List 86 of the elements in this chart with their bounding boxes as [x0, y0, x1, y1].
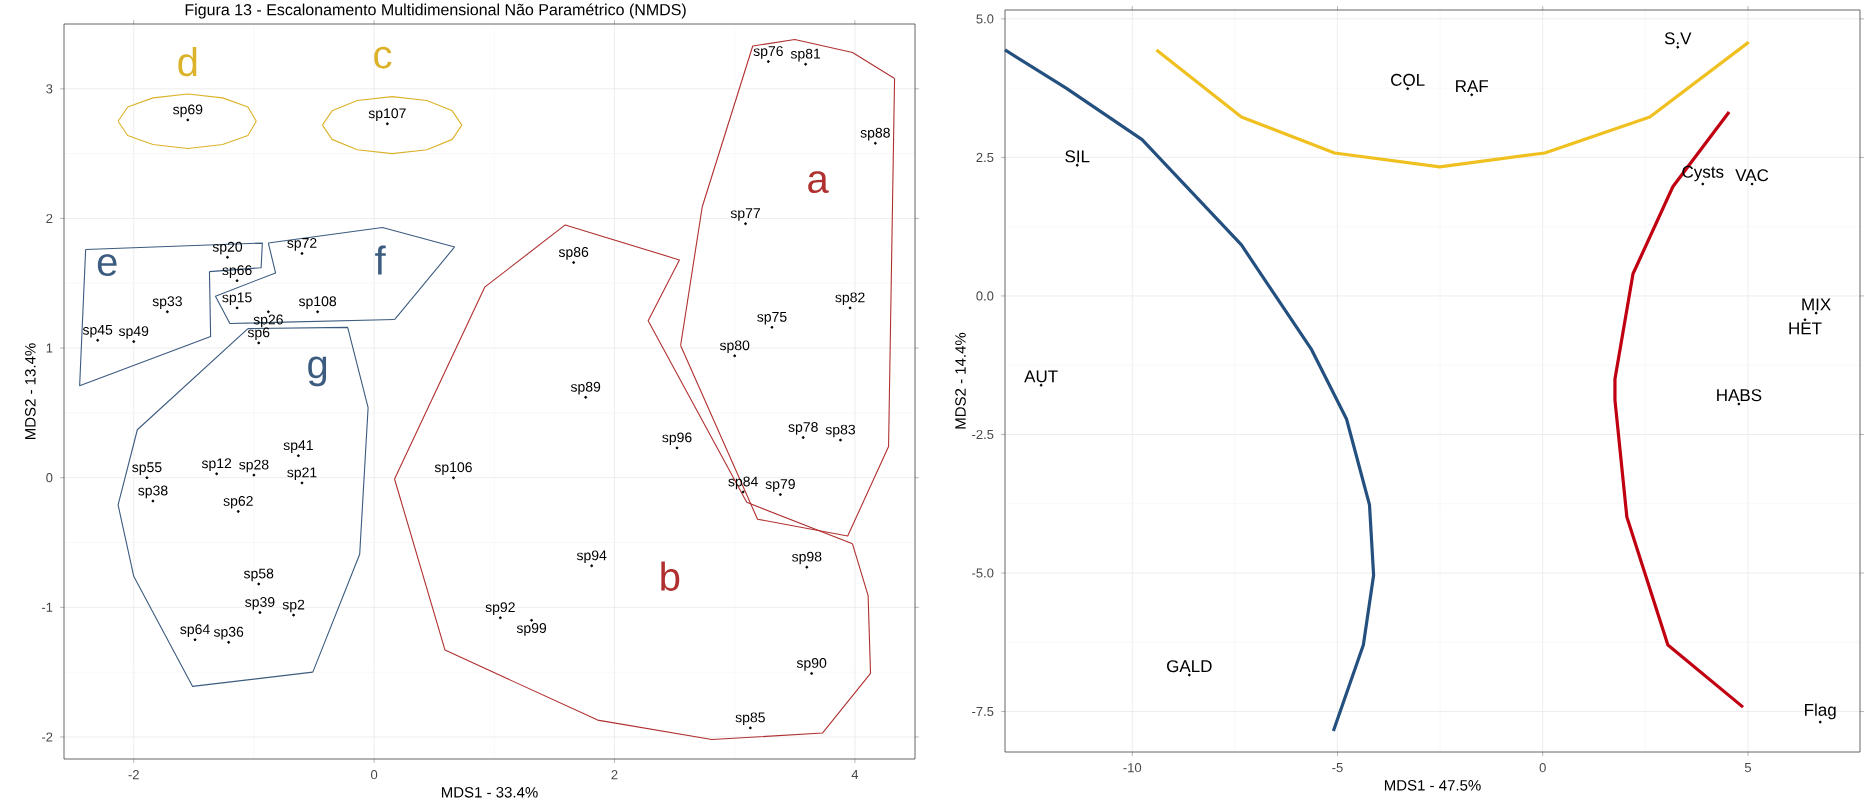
y-tick-label: 3 — [46, 84, 53, 94]
data-label: sp107 — [368, 108, 406, 122]
data-label: sp78 — [788, 422, 818, 435]
data-label: sp49 — [118, 326, 149, 339]
data-label: sp33 — [152, 296, 182, 309]
data-label: sp90 — [796, 657, 827, 671]
data-label: GALD — [1167, 660, 1212, 673]
y-tick-label: 5.0 — [976, 14, 994, 24]
data-label: sp88 — [860, 127, 890, 141]
data-label: sp64 — [180, 624, 210, 637]
series-label: g — [308, 356, 327, 387]
y-tick-label: 0.0 — [976, 291, 994, 301]
data-label: sp41 — [283, 440, 313, 453]
y-tick-label: 1 — [46, 343, 53, 353]
data-label: sp21 — [287, 467, 317, 481]
x-axis-title: MDS1 - 47.5% — [1384, 780, 1481, 791]
data-label: sp15 — [222, 292, 252, 306]
y-tick-label: 2 — [46, 213, 53, 223]
data-label: sp38 — [138, 485, 168, 499]
chart-title: Figura 13 - Escalonamento Multidimensional Não Paramétrico (NMDS) — [185, 3, 686, 19]
data-label: sp83 — [825, 424, 856, 438]
data-label: sp108 — [298, 296, 337, 309]
data-label: sp45 — [82, 324, 113, 338]
data-label: sp36 — [213, 626, 244, 640]
data-label: sp86 — [558, 247, 589, 260]
data-label: sp85 — [735, 712, 765, 726]
data-label: sp55 — [132, 462, 162, 475]
y-tick-label: -2.5 — [972, 429, 994, 440]
data-label: Flag — [1805, 703, 1836, 720]
x-tick-label: 5 — [1744, 763, 1752, 773]
y-tick-label: -7.5 — [972, 707, 994, 717]
data-label: sp76 — [753, 46, 783, 59]
data-label: COL — [1391, 73, 1425, 86]
x-tick-label: -5 — [1332, 763, 1343, 773]
x-tick-label: 4 — [851, 770, 859, 780]
series-label: c — [374, 46, 392, 69]
data-label: Cysts — [1682, 165, 1724, 182]
y-tick-label: -5.0 — [972, 568, 994, 578]
x-axis-title: MDS1 - 33.4% — [441, 787, 538, 798]
data-label: sp80 — [719, 340, 750, 354]
y-tick-label: -1 — [41, 602, 53, 612]
x-tick-label: 0 — [1539, 763, 1546, 773]
data-label: sp6 — [247, 327, 270, 341]
data-label: S.V — [1664, 32, 1692, 45]
data-label: sp12 — [201, 458, 232, 472]
data-label: sp75 — [757, 312, 787, 325]
data-label: SIL — [1065, 150, 1090, 163]
data-label: sp94 — [576, 550, 607, 564]
data-label: sp62 — [223, 495, 253, 509]
data-label: sp20 — [212, 241, 243, 255]
text: a — [808, 171, 829, 194]
series-label: e — [97, 254, 117, 277]
data-label: AUT — [1024, 370, 1058, 383]
data-label: sp79 — [765, 479, 795, 492]
data-label: sp106 — [434, 462, 472, 475]
data-label: sp58 — [243, 568, 274, 582]
y-tick-label: 2.5 — [976, 152, 994, 163]
data-label: sp92 — [485, 602, 515, 615]
series-label: d — [178, 46, 197, 77]
data-label: sp89 — [570, 381, 601, 395]
data-label: sp72 — [287, 237, 317, 251]
data-label: sp96 — [662, 432, 692, 446]
data-label: sp81 — [790, 48, 821, 62]
data-label: sp98 — [792, 551, 822, 565]
y-axis-title: MDS2 - 13.4% — [25, 343, 36, 440]
y-axis-title: MDS2 - 14.4% — [955, 332, 966, 429]
x-tick-label: -2 — [128, 770, 139, 780]
data-label: sp39 — [245, 597, 275, 610]
data-label: sp2 — [282, 599, 305, 613]
x-tick-label: 2 — [611, 770, 618, 780]
y-tick-label: 0 — [46, 473, 53, 483]
data-label: MIX — [1802, 298, 1831, 311]
data-label: sp77 — [730, 208, 760, 221]
data-label: sp82 — [835, 292, 865, 306]
data-label: sp99 — [516, 623, 547, 636]
x-tick-label: -10 — [1123, 763, 1142, 773]
data-label: HET — [1789, 322, 1822, 335]
data-label: sp69 — [173, 104, 203, 118]
text: b — [661, 561, 680, 591]
data-label: HABS — [1717, 389, 1762, 402]
data-label: RAF — [1456, 80, 1489, 92]
x-tick-label: 0 — [371, 770, 378, 780]
data-label: VAC — [1735, 169, 1769, 182]
series-label: f — [375, 245, 386, 275]
data-label: sp28 — [239, 459, 269, 473]
y-tick-label: -2 — [41, 732, 53, 742]
